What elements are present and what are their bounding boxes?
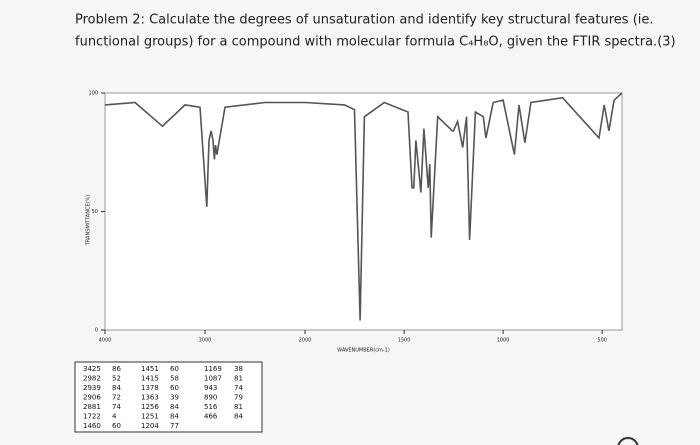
table-cell: 516 xyxy=(204,403,218,411)
problem-line: functional groups) for a compound with m… xyxy=(75,35,676,50)
table-cell: 84 xyxy=(170,403,179,411)
table-cell: 84 xyxy=(234,413,243,421)
table-cell: 1378 xyxy=(141,384,159,392)
x-tick-label: 4000 xyxy=(99,338,112,344)
spectrum-line xyxy=(104,92,623,321)
y-tick-label: 100 xyxy=(88,91,98,97)
x-tick-label: 500 xyxy=(597,338,607,344)
table-cell: 1204 xyxy=(141,422,159,430)
table-cell: 1169 xyxy=(204,365,222,373)
table-cell: 58 xyxy=(170,375,179,383)
table-cell: 84 xyxy=(112,384,121,392)
table-cell: 52 xyxy=(112,375,121,383)
table-cell: 60 xyxy=(112,422,121,430)
table-cell: 38 xyxy=(234,365,243,373)
table-cell: 72 xyxy=(112,394,121,402)
x-tick-label: 1000 xyxy=(497,338,510,344)
table-cell: 1451 xyxy=(141,365,159,373)
table-cell: 60 xyxy=(170,365,179,373)
table-cell: 1363 xyxy=(141,394,159,402)
table-cell: 60 xyxy=(170,384,179,392)
icon xyxy=(617,437,639,445)
table-cell: 2982 xyxy=(83,375,101,383)
table-cell: 3425 xyxy=(83,365,101,373)
table-cell: 1415 xyxy=(141,375,159,383)
table-cell: 84 xyxy=(170,413,179,421)
table-cell: 74 xyxy=(112,403,121,411)
table-cell: 1251 xyxy=(141,413,159,421)
y-tick-label: 50 xyxy=(92,209,98,215)
table-cell: 86 xyxy=(112,365,121,373)
table-cell: 466 xyxy=(204,413,218,421)
table-cell: 2939 xyxy=(83,384,101,392)
x-tick-label: 3000 xyxy=(199,338,212,344)
problem-line: Problem 2: Calculate the degrees of unsa… xyxy=(75,13,654,28)
table-cell: 2881 xyxy=(83,403,101,411)
y-axis-label: TRANSMITTANCE(%) xyxy=(86,195,92,247)
table-cell: 943 xyxy=(204,384,217,392)
table-cell: 1087 xyxy=(204,375,222,383)
table-cell: 39 xyxy=(170,394,179,402)
table-cell: 77 xyxy=(170,422,179,430)
table-cell: 81 xyxy=(234,403,243,411)
peak-table xyxy=(74,361,263,433)
y-tick-label: 0 xyxy=(95,328,98,334)
table-cell: 74 xyxy=(234,384,243,392)
table-cell: 1460 xyxy=(83,422,101,430)
x-axis-label: WAVENUMBER(cm-1) xyxy=(337,348,390,354)
table-cell: 890 xyxy=(204,394,217,402)
table-cell: 1256 xyxy=(141,403,159,411)
table-cell: 79 xyxy=(234,394,243,402)
x-tick-label: 2000 xyxy=(299,338,312,344)
table-cell: 1722 xyxy=(83,413,101,421)
table-cell: 4 xyxy=(112,413,117,421)
table-cell: 81 xyxy=(234,375,243,383)
table-cell: 2906 xyxy=(83,394,101,402)
x-tick-label: 1500 xyxy=(398,338,411,344)
